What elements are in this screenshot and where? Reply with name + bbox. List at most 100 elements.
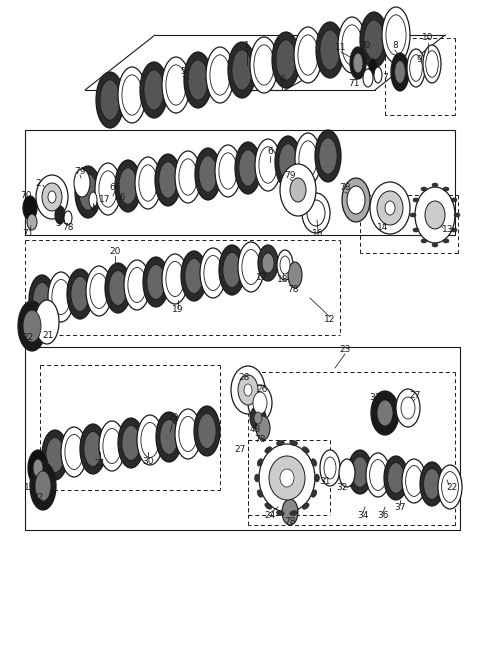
Ellipse shape xyxy=(29,275,55,325)
Ellipse shape xyxy=(244,384,252,396)
Ellipse shape xyxy=(407,49,425,87)
Text: 20: 20 xyxy=(109,248,120,257)
Text: 71: 71 xyxy=(22,229,34,238)
Ellipse shape xyxy=(67,269,93,319)
Ellipse shape xyxy=(33,282,51,318)
Text: 70: 70 xyxy=(359,41,371,50)
Ellipse shape xyxy=(259,444,315,512)
Ellipse shape xyxy=(52,280,70,314)
Ellipse shape xyxy=(195,148,221,200)
Ellipse shape xyxy=(166,261,184,297)
Ellipse shape xyxy=(254,412,262,424)
Ellipse shape xyxy=(162,254,188,304)
Text: 8: 8 xyxy=(392,41,398,50)
Text: 32: 32 xyxy=(336,483,348,493)
Ellipse shape xyxy=(160,419,178,455)
Ellipse shape xyxy=(420,462,444,506)
Ellipse shape xyxy=(265,447,272,453)
Ellipse shape xyxy=(282,499,298,525)
Text: 21: 21 xyxy=(42,331,54,341)
Ellipse shape xyxy=(424,468,441,499)
Text: 19: 19 xyxy=(172,305,184,314)
Ellipse shape xyxy=(257,490,263,497)
Text: 30: 30 xyxy=(142,457,154,466)
Ellipse shape xyxy=(96,72,124,128)
Ellipse shape xyxy=(290,510,298,515)
Ellipse shape xyxy=(410,55,422,81)
Ellipse shape xyxy=(147,265,165,299)
Ellipse shape xyxy=(89,192,97,208)
Text: 43: 43 xyxy=(249,426,261,434)
Text: 29: 29 xyxy=(168,413,179,422)
Ellipse shape xyxy=(406,466,422,496)
Ellipse shape xyxy=(232,50,252,90)
Ellipse shape xyxy=(42,430,68,480)
Ellipse shape xyxy=(302,503,309,510)
Ellipse shape xyxy=(311,490,317,497)
Ellipse shape xyxy=(425,201,445,229)
Text: 6: 6 xyxy=(267,147,273,157)
Ellipse shape xyxy=(432,183,438,187)
Ellipse shape xyxy=(253,392,267,414)
Ellipse shape xyxy=(262,253,274,273)
Text: 27: 27 xyxy=(234,445,246,455)
Ellipse shape xyxy=(194,406,220,456)
Text: 37: 37 xyxy=(394,504,406,512)
Ellipse shape xyxy=(371,391,399,435)
Ellipse shape xyxy=(27,214,37,230)
Ellipse shape xyxy=(86,266,112,316)
Ellipse shape xyxy=(402,459,426,503)
Ellipse shape xyxy=(290,178,306,202)
Ellipse shape xyxy=(347,186,365,214)
Ellipse shape xyxy=(382,7,410,63)
Ellipse shape xyxy=(74,169,90,197)
Text: 78: 78 xyxy=(287,284,299,293)
Ellipse shape xyxy=(265,503,272,510)
Text: 78: 78 xyxy=(62,223,74,233)
Ellipse shape xyxy=(280,256,290,274)
Ellipse shape xyxy=(256,416,270,440)
Ellipse shape xyxy=(432,243,438,247)
Ellipse shape xyxy=(206,47,234,103)
Ellipse shape xyxy=(242,250,260,284)
Text: 7: 7 xyxy=(382,73,388,81)
Ellipse shape xyxy=(255,139,281,191)
Ellipse shape xyxy=(320,30,340,70)
Ellipse shape xyxy=(276,40,296,80)
Ellipse shape xyxy=(396,389,420,427)
Ellipse shape xyxy=(280,164,316,216)
Ellipse shape xyxy=(115,160,141,212)
Ellipse shape xyxy=(105,263,131,313)
Ellipse shape xyxy=(254,474,260,482)
Ellipse shape xyxy=(250,37,278,93)
Ellipse shape xyxy=(413,228,419,232)
Ellipse shape xyxy=(377,400,393,426)
Ellipse shape xyxy=(135,157,161,209)
Ellipse shape xyxy=(64,211,72,225)
Ellipse shape xyxy=(28,450,48,486)
Text: 22: 22 xyxy=(446,483,457,493)
Ellipse shape xyxy=(141,422,159,457)
Ellipse shape xyxy=(100,80,120,120)
Ellipse shape xyxy=(118,418,144,468)
Ellipse shape xyxy=(277,250,293,280)
Text: 26: 26 xyxy=(256,386,268,394)
Ellipse shape xyxy=(426,50,438,77)
Ellipse shape xyxy=(35,471,51,501)
Ellipse shape xyxy=(166,65,186,105)
Ellipse shape xyxy=(199,156,217,192)
Ellipse shape xyxy=(324,457,336,479)
Ellipse shape xyxy=(122,75,142,115)
Ellipse shape xyxy=(442,472,458,502)
Text: 15: 15 xyxy=(24,483,36,493)
Ellipse shape xyxy=(280,469,294,487)
Text: 22: 22 xyxy=(23,333,34,343)
Ellipse shape xyxy=(423,45,441,83)
Ellipse shape xyxy=(143,257,169,307)
Text: 24: 24 xyxy=(264,512,276,521)
Ellipse shape xyxy=(79,174,97,210)
Ellipse shape xyxy=(198,413,216,449)
Ellipse shape xyxy=(350,47,366,79)
Ellipse shape xyxy=(269,456,305,500)
Ellipse shape xyxy=(348,450,372,494)
